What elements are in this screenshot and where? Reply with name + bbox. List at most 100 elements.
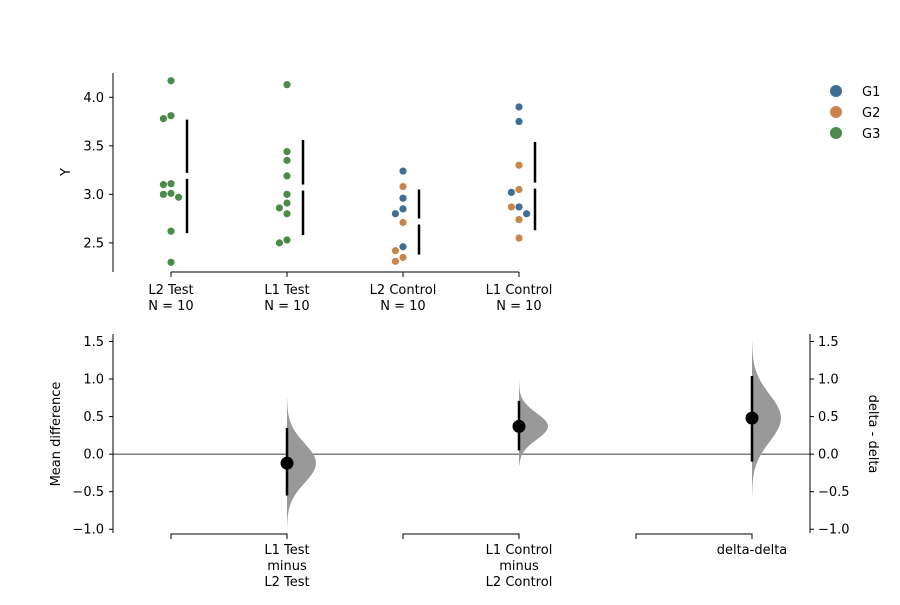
data-point <box>399 205 407 213</box>
bottom-y-tick-label: −1.0 <box>72 523 104 538</box>
swarm-points <box>159 77 531 266</box>
group-label-l2-test: L2 Test <box>148 283 193 298</box>
data-point <box>391 257 399 265</box>
group-n-l1-control: N = 10 <box>496 299 541 314</box>
bottom-y-tick-label: 0.5 <box>83 410 104 425</box>
data-point <box>275 239 283 247</box>
bracket-l1-test-minus-l2-test <box>170 533 288 539</box>
top-y-tick-label: 4.0 <box>83 91 104 106</box>
top-panel: 2.5 3.0 3.5 4.0 Y L2 Test N = 10 L1 Test N … <box>59 73 552 314</box>
bottom-x-brackets <box>170 533 753 539</box>
data-point <box>283 172 291 180</box>
bottom-y-tick-label: 1.0 <box>83 373 104 388</box>
comparison-label-1-line-3: L2 Test <box>264 575 309 590</box>
data-point <box>391 210 399 218</box>
data-point <box>399 253 407 262</box>
legend-label-g1: G1 <box>862 85 880 100</box>
comparison-label-1-line-1: L1 Test <box>264 543 309 558</box>
bottom-right-y-tick-label: −1.0 <box>818 523 850 538</box>
data-point <box>167 77 175 85</box>
bracket-delta-delta <box>635 533 753 539</box>
data-point <box>167 258 175 266</box>
data-point <box>159 181 167 189</box>
confidence-intervals <box>280 376 759 496</box>
bootstrap-half-violin <box>287 397 316 527</box>
bracket-l1-control-minus-l2-control <box>402 533 520 539</box>
data-point <box>283 148 291 156</box>
bootstrap-distributions <box>287 341 781 527</box>
data-point <box>283 210 291 218</box>
bottom-y-tick-label: −0.5 <box>72 485 104 500</box>
bottom-y-axis-label: Mean difference <box>49 382 64 487</box>
data-point <box>283 190 291 198</box>
data-point <box>275 204 283 212</box>
data-point <box>515 203 523 211</box>
data-point <box>515 103 523 111</box>
top-y-tick-label: 3.5 <box>83 139 104 154</box>
data-point <box>515 185 523 194</box>
sd-gap-bars <box>185 119 537 255</box>
data-point <box>159 190 167 198</box>
data-point <box>175 193 183 201</box>
data-point <box>283 81 291 89</box>
bottom-right-y-tick-label: 0.5 <box>818 410 839 425</box>
legend-label-g2: G2 <box>862 106 880 121</box>
bottom-panel: −1.0 −0.5 0.0 0.5 1.0 1.5 −1.0 −0.5 0.0 0.5 1.0 1.… <box>49 334 880 590</box>
data-point <box>283 156 291 164</box>
data-point <box>159 115 167 123</box>
top-y-ticks: 2.5 3.0 3.5 4.0 <box>83 91 113 251</box>
data-point <box>507 188 515 196</box>
mean-difference-marker <box>512 419 526 433</box>
data-point <box>283 199 291 207</box>
comparison-label-2-line-1: L1 Control <box>486 543 553 558</box>
group-label-l1-test: L1 Test <box>264 283 309 298</box>
comparison-label-1-line-2: minus <box>267 559 307 574</box>
group-n-l2-control: N = 10 <box>380 299 425 314</box>
bottom-right-y-tick-label: 1.5 <box>818 335 839 350</box>
legend-marker-g1 <box>830 85 842 97</box>
data-point <box>167 189 175 197</box>
bottom-right-y-tick-label: 1.0 <box>818 373 839 388</box>
top-x-ticks <box>170 272 520 277</box>
bottom-y-ticks: −1.0 −0.5 0.0 0.5 1.0 1.5 <box>72 335 113 538</box>
bottom-y-tick-label: 0.0 <box>83 448 104 463</box>
data-point <box>399 194 407 202</box>
group-label-l1-control: L1 Control <box>486 283 553 298</box>
group-label-l2-control: L2 Control <box>370 283 437 298</box>
data-point <box>507 203 515 211</box>
legend-marker-g2 <box>830 106 842 118</box>
data-point <box>391 247 399 255</box>
data-point <box>167 227 175 235</box>
top-y-tick-label: 3.0 <box>83 188 104 203</box>
legend-label-g3: G3 <box>862 127 880 142</box>
group-n-l2-test: N = 10 <box>148 299 193 314</box>
data-point <box>515 161 523 169</box>
data-point <box>399 218 407 227</box>
bottom-right-y-axis-label: delta - delta <box>865 395 880 474</box>
data-point <box>515 234 523 242</box>
bottom-right-y-ticks: −1.0 −0.5 0.0 0.5 1.0 1.5 <box>810 335 850 538</box>
mean-difference-marker <box>745 411 759 425</box>
data-point <box>399 167 407 175</box>
data-point <box>523 210 531 218</box>
bootstrap-half-violin <box>519 379 548 466</box>
data-point <box>167 180 175 188</box>
mean-difference-marker <box>280 456 294 470</box>
comparison-label-2-line-2: minus <box>499 559 539 574</box>
legend-marker-g3 <box>830 127 842 139</box>
legend: G1 G2 G3 <box>830 85 880 142</box>
bottom-right-y-tick-label: 0.0 <box>818 448 839 463</box>
group-n-l1-test: N = 10 <box>264 299 309 314</box>
data-point <box>399 243 407 251</box>
comparison-label-3: delta-delta <box>717 543 788 558</box>
data-point <box>283 236 291 244</box>
top-y-axis-label: Y <box>59 168 74 177</box>
data-point <box>399 182 407 191</box>
comparison-label-2-line-3: L2 Control <box>486 575 553 590</box>
data-point <box>515 215 523 224</box>
bootstrap-half-violin <box>752 341 781 496</box>
data-point <box>167 112 175 120</box>
top-y-tick-label: 2.5 <box>83 236 104 251</box>
